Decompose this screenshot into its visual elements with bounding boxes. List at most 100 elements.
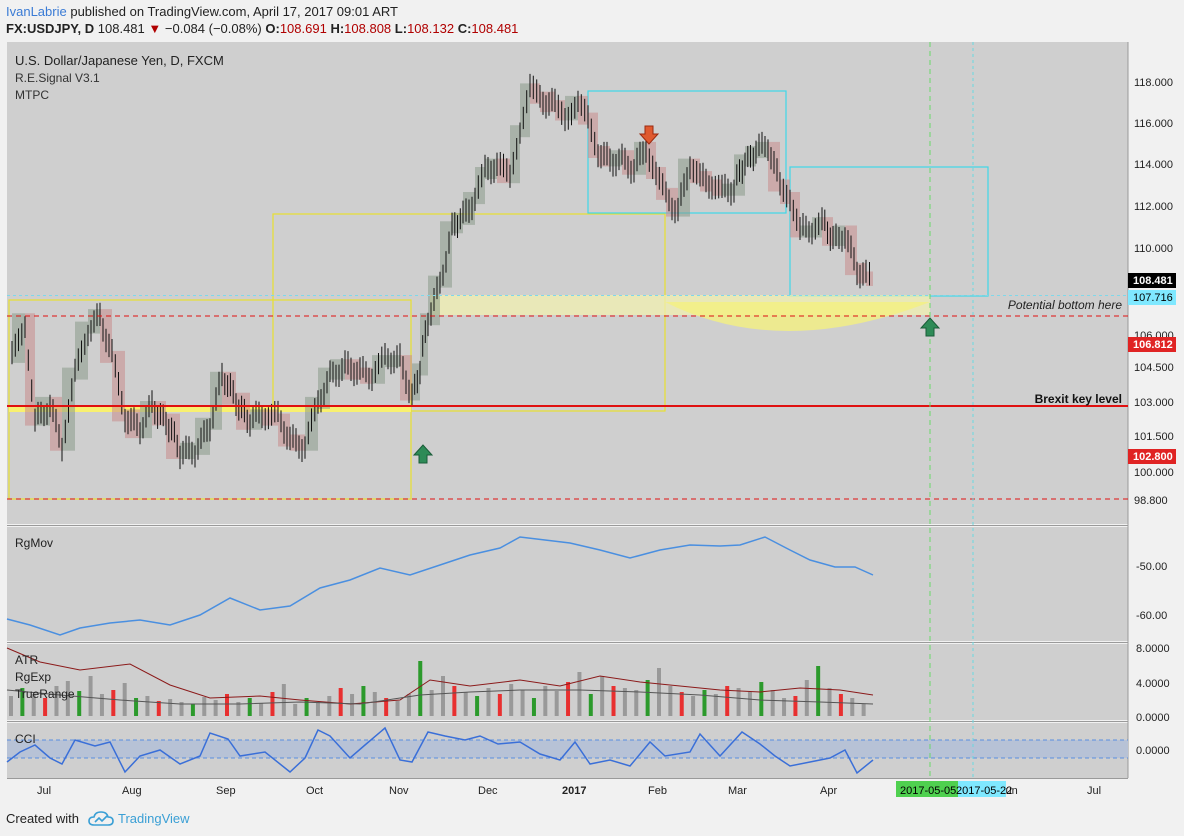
up-arrow-icon-2 <box>919 317 941 337</box>
truerange-bar <box>293 704 298 716</box>
price-tick-104-5: 104.500 <box>1134 362 1174 374</box>
badge-106-bg <box>1128 337 1176 352</box>
weekly-box <box>540 91 555 113</box>
truerange-bar <box>54 686 59 716</box>
badge-last-price-bg <box>1128 273 1176 288</box>
truerange-bar <box>361 686 366 716</box>
price-tick-100: 100.000 <box>1134 467 1174 479</box>
truerange-bars <box>9 661 866 716</box>
price-tick-101-5: 101.500 <box>1134 431 1174 443</box>
date-badge-2: 2017-05-22 <box>956 785 1012 797</box>
rgmov-title: RgMov <box>15 536 53 550</box>
badge-last-price: 108.481 <box>1133 275 1173 287</box>
rgmov-pane-bg <box>7 527 1128 641</box>
truerange-bar <box>20 688 25 716</box>
price-tick-110: 110.000 <box>1134 243 1173 255</box>
weekly-box <box>712 179 722 196</box>
publish-line: IvanLabrie published on TradingView.com,… <box>6 4 398 19</box>
truerange-bar <box>111 690 116 716</box>
date-badge-1-bg <box>896 781 958 797</box>
down-arrow-marker-icon <box>638 125 660 145</box>
truerange-bar <box>145 696 150 716</box>
high-label: H: <box>330 21 345 36</box>
truerange-bar <box>213 700 218 716</box>
cci-line <box>6 726 874 775</box>
change-value: −0.084 (−0.08%) <box>164 21 262 36</box>
last-price: 108.481 <box>97 21 145 36</box>
badge-bottom-level-bg <box>1128 290 1176 305</box>
indicator-mtpc: MTPC <box>15 88 49 102</box>
main-title: U.S. Dollar/Japanese Yen, D, FXCM <box>15 53 224 68</box>
truerange-bar <box>770 690 775 716</box>
bottom-arc-shape <box>665 302 930 331</box>
truerange-bar <box>315 702 320 716</box>
weekly-box <box>812 217 822 238</box>
weekly-box <box>790 192 800 238</box>
created-with-text: Created with <box>6 811 79 826</box>
atr-tick-0: 0.0000 <box>1136 712 1170 724</box>
cci-band <box>7 740 1128 758</box>
open-label: O: <box>265 21 280 36</box>
ohlc-line: FX:USDJPY, D 108.481 ▼ −0.084 (−0.08%) O… <box>6 21 518 36</box>
chart-canvas[interactable]: U.S. Dollar/Japanese Yen, D, FXCM R.E.Si… <box>0 40 1184 804</box>
badge-102-800: 102.800 <box>1133 451 1173 463</box>
truerange-bar <box>577 672 582 716</box>
price-tick-103: 103.000 <box>1134 397 1174 409</box>
weekly-box <box>345 359 360 380</box>
weekly-box <box>222 371 236 405</box>
time-label-feb: Feb <box>648 785 667 797</box>
truerange-bar <box>622 688 627 716</box>
weekly-box <box>578 95 588 125</box>
atr-tick-8: 8.0000 <box>1136 643 1170 655</box>
badge-bottom-level: 107.716 <box>1133 292 1173 304</box>
author-link[interactable]: IvanLabrie <box>6 4 67 19</box>
weekly-box <box>262 409 278 426</box>
truerange-bar <box>65 681 70 716</box>
weekly-box <box>180 442 195 459</box>
truerange-bar <box>31 694 36 716</box>
rgmov-line <box>6 536 874 636</box>
cci-title: CCI <box>15 732 36 746</box>
truerange-bar <box>247 698 252 716</box>
tradingview-link[interactable]: TradingView <box>118 811 190 826</box>
truerange-bar <box>418 661 423 716</box>
truerange-bar <box>441 676 445 716</box>
time-label-oct: Oct <box>306 785 323 797</box>
date-badge-1: 2017-05-05 <box>900 785 956 797</box>
time-label-mar: Mar <box>728 785 747 797</box>
weekly-box <box>520 83 530 138</box>
truerange-bar <box>759 682 764 716</box>
truerange-bar <box>566 682 571 716</box>
truerange-bar <box>134 698 139 716</box>
cci-tick-0: 0.0000 <box>1136 745 1170 757</box>
truerange-bar <box>202 697 207 716</box>
truerange-bar <box>531 698 536 716</box>
candle-group <box>11 73 873 470</box>
low-value: 108.132 <box>407 21 455 36</box>
truerange-bar <box>463 692 468 716</box>
truerange-bar <box>122 683 127 716</box>
atr-title: ATR <box>15 653 38 667</box>
truerange-bar <box>190 704 195 716</box>
truerange-bar <box>600 676 605 716</box>
time-label-nov: Nov <box>389 785 409 797</box>
truerange-bar <box>43 698 48 716</box>
close-value: 108.481 <box>471 21 519 36</box>
truerange-bar <box>236 702 241 716</box>
down-arrow-icon: ▼ <box>148 21 162 36</box>
truerange-bar <box>99 694 104 716</box>
truerange-bar <box>634 690 639 716</box>
rgmov-tick-50: -50.00 <box>1136 561 1167 573</box>
weekly-box <box>25 313 35 426</box>
truerange-bar <box>520 690 525 716</box>
weekly-box <box>780 179 790 204</box>
badge-102-bg <box>1128 449 1176 464</box>
atr-line <box>6 647 874 705</box>
truerange-bar <box>702 690 707 716</box>
tradingview-cloud-icon <box>88 811 114 826</box>
truerange-bar <box>486 688 491 716</box>
price-tick-114: 114.000 <box>1134 159 1173 171</box>
truerange-bar <box>395 701 400 716</box>
weekly-box <box>530 83 540 104</box>
truerange-bar <box>679 692 684 716</box>
